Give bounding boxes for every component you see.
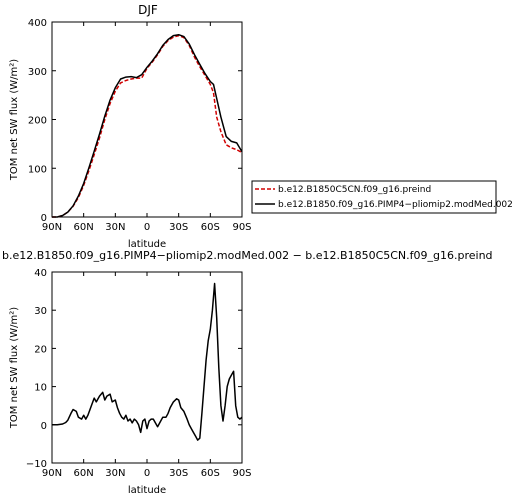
x-tick-label: 60S — [201, 222, 220, 233]
y-tick-label: 400 — [28, 18, 47, 29]
y-tick-label: 20 — [34, 344, 47, 355]
y-tick-label: 0 — [41, 213, 47, 224]
x-tick-label: 60N — [74, 468, 94, 479]
legend-label-preind: b.e12.B1850C5CN.f09_g16.preind — [278, 185, 431, 195]
chart-title: b.e12.B1850.f09_g16.PIMP4−pliomip2.modMe… — [2, 249, 493, 262]
y-axis-label: TOM net SW flux (W/m²) — [9, 59, 20, 181]
x-axis-ticks: 90N 60N 30N 0 30S 60S 90S — [42, 272, 252, 479]
legend: b.e12.B1850C5CN.f09_g16.preind b.e12.B18… — [251, 180, 513, 214]
series-line-0 — [52, 282, 243, 441]
chart-title: DJF — [138, 3, 158, 17]
y-axis-ticks: −10 0 10 20 30 40 — [26, 268, 242, 470]
x-axis-label: latitude — [128, 239, 166, 250]
series-group — [52, 33, 243, 218]
y-tick-label: −10 — [26, 459, 47, 470]
x-tick-label: 90N — [42, 468, 62, 479]
y-axis-label: TOM net SW flux (W/m²) — [9, 307, 20, 429]
legend-label-pliomip2: b.e12.B1850.f09_g16.PIMP4−pliomip2.modMe… — [278, 200, 513, 210]
x-tick-label: 60N — [74, 222, 94, 233]
y-tick-label: 10 — [34, 383, 47, 394]
x-tick-label: 0 — [144, 468, 150, 479]
y-tick-label: 300 — [28, 67, 47, 78]
x-tick-label: 30S — [169, 222, 188, 233]
series-line-1 — [52, 33, 243, 218]
x-tick-label: 90S — [232, 222, 251, 233]
x-axis-label: latitude — [128, 485, 166, 496]
panel-top-chart: DJF 0 100 200 300 400 90N 60N 30N 0 30S 60S 90S la… — [9, 3, 252, 250]
y-tick-label: 100 — [28, 164, 47, 175]
x-tick-label: 30S — [169, 468, 188, 479]
x-tick-label: 90S — [232, 468, 251, 479]
x-axis-ticks: 90N 60N 30N 0 30S 60S 90S — [42, 22, 252, 233]
legend-box — [251, 180, 497, 214]
y-tick-label: 40 — [34, 268, 47, 279]
x-tick-label: 0 — [144, 222, 150, 233]
y-tick-label: 200 — [28, 116, 47, 127]
y-tick-label: 30 — [34, 306, 47, 317]
series-group — [52, 282, 243, 441]
x-tick-label: 90N — [42, 222, 62, 233]
x-tick-label: 30N — [105, 222, 125, 233]
x-tick-label: 60S — [201, 468, 220, 479]
x-tick-label: 30N — [105, 468, 125, 479]
plot-frame — [51, 21, 243, 218]
panel-bottom-chart: b.e12.B1850.f09_g16.PIMP4−pliomip2.modMe… — [2, 249, 493, 496]
y-tick-label: 0 — [41, 421, 47, 432]
y-axis-ticks: 0 100 200 300 400 — [28, 18, 242, 224]
